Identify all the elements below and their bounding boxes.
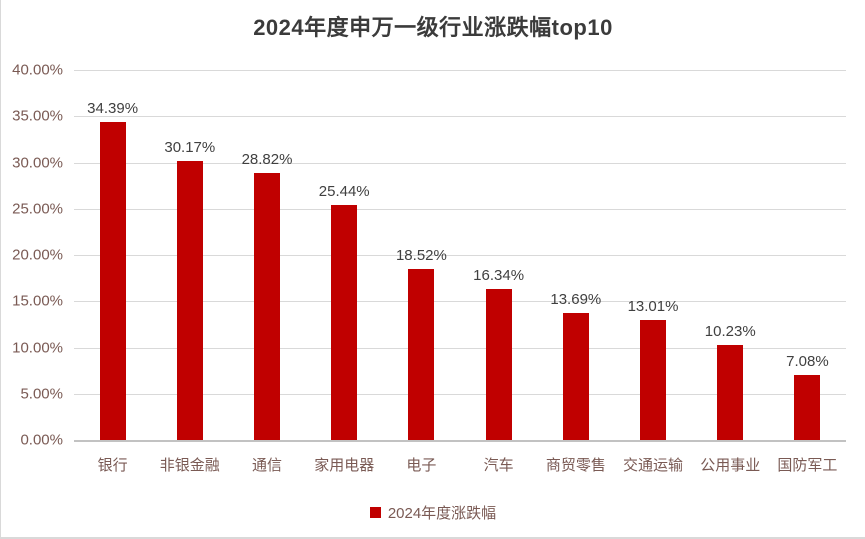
- plot-columns: 34.39% 30.17% 28.82% 25.44% 18.52% 16.34% 13.6…: [74, 70, 846, 440]
- bar-value-label: 34.39%: [87, 99, 139, 117]
- gridline: [74, 70, 846, 71]
- bar: [562, 313, 589, 440]
- x-category-label: 交通运输: [623, 457, 684, 474]
- y-tick-label: 20.00%: [12, 246, 63, 264]
- x-category-label: 国防军工: [777, 457, 838, 474]
- bar-column: 7.08%: [769, 70, 846, 440]
- x-category-label: 商贸零售: [545, 457, 606, 474]
- legend: 2024年度涨跌幅: [1, 501, 865, 523]
- y-tick-label: 5.00%: [20, 385, 63, 403]
- x-category-label: 汽车: [483, 457, 514, 474]
- x-category-label: 通信: [252, 457, 283, 474]
- bar-column: 16.34%: [460, 70, 537, 440]
- bar: [254, 173, 280, 440]
- x-axis-labels: 银行 非银金融 通信 家用电器 电子 汽车 商贸零售 交通运输 公用事业 国防军工: [74, 454, 846, 475]
- gridline: [74, 393, 846, 395]
- gridline: [74, 116, 846, 118]
- bar-value-label: 13.01%: [627, 297, 679, 315]
- gridline: [74, 208, 846, 210]
- y-tick-label: 10.00%: [12, 339, 63, 356]
- bar-column: 30.17%: [151, 70, 228, 440]
- x-axis-line: [74, 440, 846, 442]
- plot-area: 34.39% 30.17% 28.82% 25.44% 18.52% 16.34% 13.6…: [74, 70, 846, 442]
- bar: [99, 121, 126, 440]
- bar-column: 13.01%: [614, 70, 691, 440]
- x-category-label: 电子: [406, 457, 437, 474]
- bar-column: 25.44%: [306, 70, 383, 440]
- y-tick-label: 40.00%: [12, 61, 63, 79]
- legend-label: 2024年度涨跌幅: [387, 504, 497, 522]
- bar-value-label: 10.23%: [704, 323, 756, 341]
- bar-value-label: 25.44%: [318, 182, 370, 200]
- gridline: [74, 162, 846, 164]
- bar-column: 13.69%: [537, 70, 614, 440]
- bar-column: 18.52%: [383, 70, 460, 440]
- bar: [176, 160, 203, 440]
- legend-swatch-icon: [369, 506, 381, 518]
- bar-column: 28.82%: [228, 70, 305, 440]
- x-category-label: 非银金融: [159, 457, 220, 474]
- bar-value-label: 13.69%: [550, 291, 602, 309]
- chart-title: 2024年度申万一级行业涨跌幅top10: [253, 15, 613, 40]
- bar: [485, 288, 512, 440]
- gridline: [74, 301, 846, 303]
- y-tick-label: 15.00%: [12, 292, 63, 310]
- y-tick-label: 25.00%: [12, 200, 63, 218]
- x-category-label: 银行: [97, 457, 128, 474]
- gridline: [74, 255, 846, 256]
- bar-value-label: 30.17%: [164, 138, 216, 156]
- bar: [794, 374, 821, 440]
- bar-column: 10.23%: [692, 70, 769, 440]
- y-tick-label: 30.00%: [12, 154, 63, 171]
- bar-value-label: 28.82%: [241, 151, 293, 169]
- bar-value-label: 7.08%: [786, 352, 829, 370]
- gridline: [74, 347, 846, 349]
- bar: [717, 345, 744, 440]
- bar-value-label: 16.34%: [473, 266, 525, 284]
- bar-column: 34.39%: [74, 70, 151, 440]
- y-tick-label: 0.00%: [20, 431, 63, 449]
- y-tick-label: 35.00%: [12, 107, 63, 125]
- bar-value-label: 18.52%: [395, 246, 447, 264]
- bar: [640, 319, 667, 440]
- x-category-label: 家用电器: [314, 457, 375, 474]
- x-category-label: 公用事业: [700, 457, 761, 474]
- y-axis: 40.00% 35.00% 30.00% 25.00% 20.00% 15.00% 10.0…: [1, 62, 63, 449]
- gridlines: [74, 70, 846, 442]
- bar: [331, 204, 358, 440]
- bar: [408, 268, 435, 440]
